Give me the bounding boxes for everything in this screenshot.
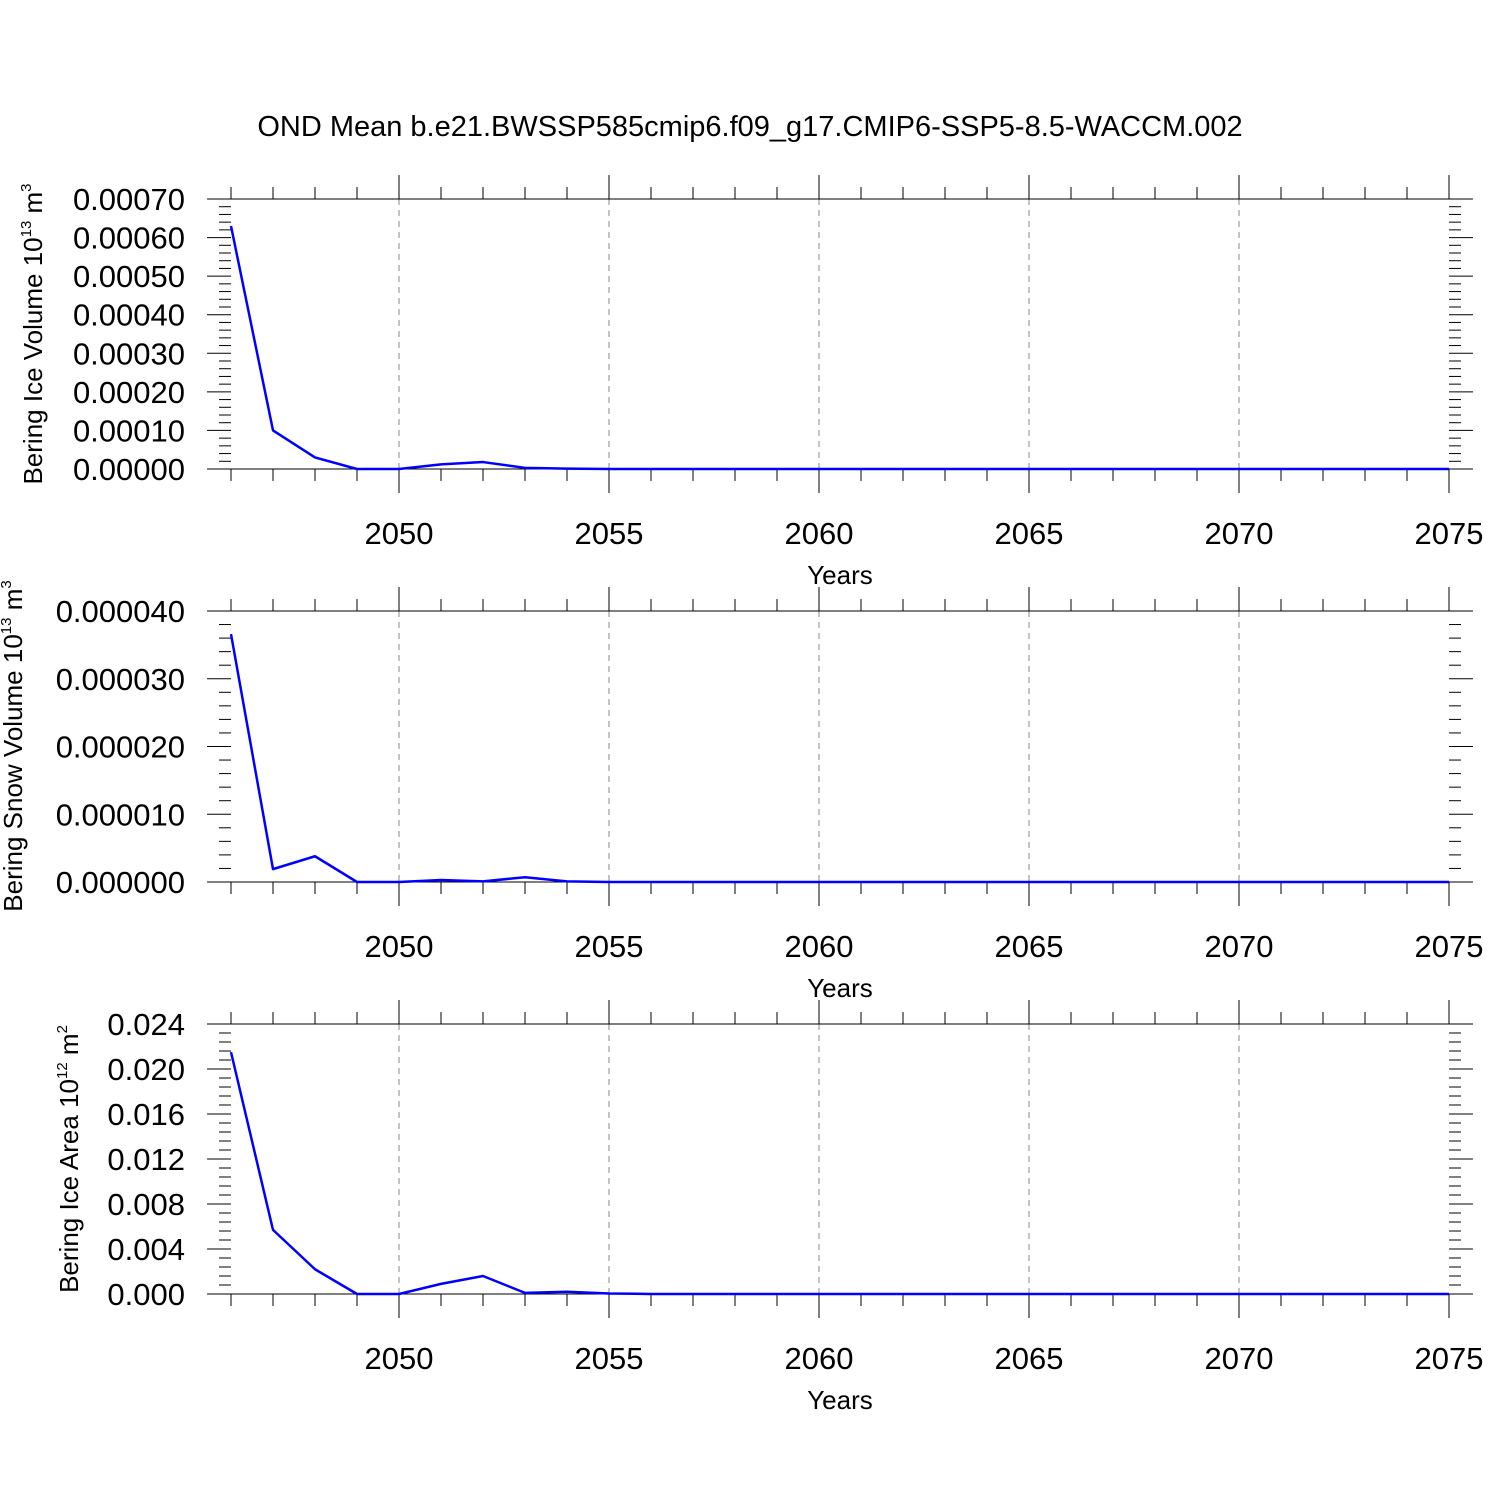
x-tick-label: 2070 [1205,1341,1274,1376]
y-tick-label: 0.00010 [73,413,185,448]
y-axis-title: Bering Snow Volume 1013 m3 [0,580,28,911]
y-tick-label: 0.000020 [56,730,185,765]
y-axis-title: Bering Ice Area 1012 m2 [54,1025,84,1293]
x-tick-label: 2050 [365,516,434,551]
y-tick-label: 0.000030 [56,662,185,697]
series-line [229,1051,1449,1296]
panel-2: 0.000000 0.000010 0.000020 0.000030 0.000040… [0,580,1483,1003]
x-tick-label: 2070 [1205,516,1274,551]
series-line [229,633,1449,884]
x-tick-label: 2065 [995,516,1064,551]
x-tick-label: 2060 [785,1341,854,1376]
x-tick-label: 2075 [1415,1341,1484,1376]
x-tick-label: 2055 [575,929,644,964]
y-tick-label: 0.024 [107,1007,185,1042]
y-tick-label: 0.00070 [73,182,185,217]
x-tick-label: 2050 [365,929,434,964]
y-tick-label: 0.00000 [73,452,185,487]
x-tick-label: 2055 [575,516,644,551]
y-tick-label: 0.004 [107,1232,185,1267]
x-tick-label: 2075 [1415,929,1484,964]
x-tick-label: 2055 [575,1341,644,1376]
y-tick-label: 0.020 [107,1052,185,1087]
x-axis-title: Years [807,560,873,590]
x-tick-label: 2060 [785,929,854,964]
y-tick-label: 0.000010 [56,797,185,832]
y-tick-label: 0.012 [107,1142,185,1177]
x-axis-title: Years [807,1385,873,1415]
panel-3: 0.000 0.004 0.008 0.012 0.016 0.020 0.024 2050 2… [54,1000,1483,1415]
y-tick-label: 0.00050 [73,259,185,294]
y-tick-label: 0.008 [107,1187,185,1222]
y-tick-label: 0.00030 [73,336,185,371]
y-tick-label: 0.00040 [73,298,185,333]
y-tick-label: 0.000000 [56,865,185,900]
figure-title: OND Mean b.e21.BWSSP585cmip6.f09_g17.CMI… [257,111,1242,143]
x-tick-label: 2070 [1205,929,1274,964]
x-tick-label: 2065 [995,1341,1064,1376]
y-tick-label: 0.000 [107,1277,185,1312]
x-tick-label: 2050 [365,1341,434,1376]
x-tick-label: 2065 [995,929,1064,964]
x-axis-title: Years [807,973,873,1003]
y-tick-label: 0.00020 [73,375,185,410]
x-tick-label: 2060 [785,516,854,551]
y-axis-title: Bering Ice Volume 1013 m3 [18,183,48,484]
series-line [229,225,1449,471]
y-tick-label: 0.000040 [56,594,185,629]
y-tick-label: 0.016 [107,1097,185,1132]
x-tick-label: 2075 [1415,516,1484,551]
y-tick-label: 0.00060 [73,221,185,256]
